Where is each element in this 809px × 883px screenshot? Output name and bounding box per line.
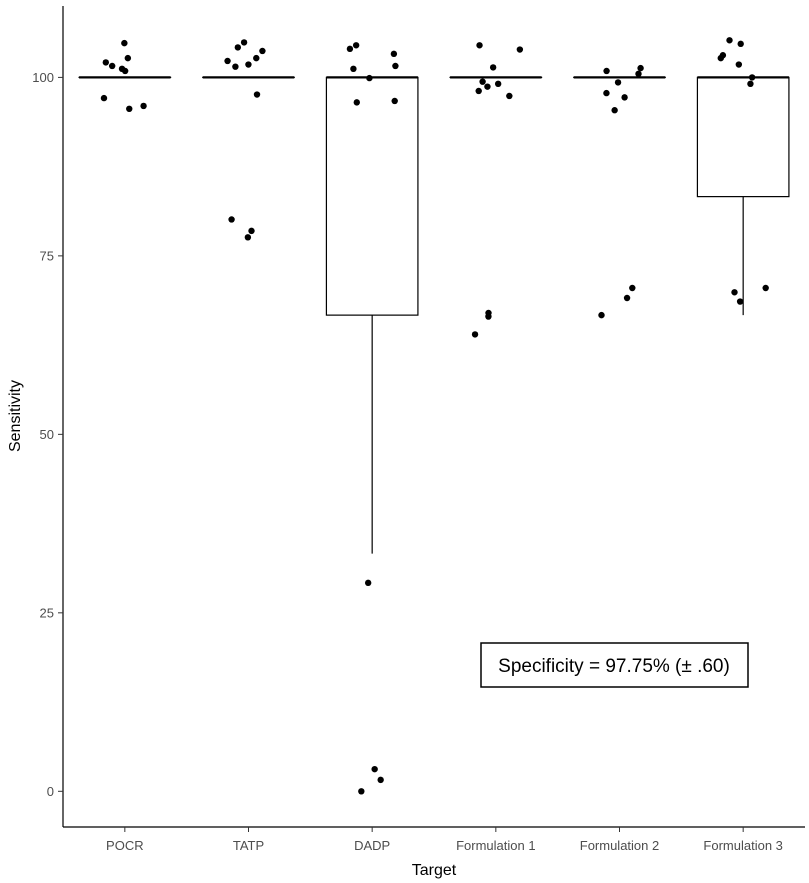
data-point [731,289,738,296]
box-body [325,76,419,316]
data-point [623,294,631,302]
annotation-box: Specificity = 97.75% (± .60) [480,642,749,688]
x-tick-label: Formulation 3 [703,838,782,853]
data-point [259,47,266,55]
plot-area [78,37,790,795]
data-point [736,298,744,305]
data-point [735,61,743,68]
y-tick-label: 50 [40,427,54,442]
annotation-frame [480,642,749,688]
data-point [637,64,644,72]
data-point [748,74,756,81]
data-point [479,78,486,85]
data-point [392,62,399,70]
data-point [737,40,744,48]
tick-marks: 0 25 50 75 100 POCR TATP DADP Formulation 1 Formu… [32,70,783,853]
box-dadp [325,76,419,554]
x-tick-label: Formulation 1 [456,838,535,853]
data-point [614,79,622,86]
data-point [248,227,255,235]
x-tick-label: POCR [106,838,144,853]
y-tick-label: 100 [32,70,54,85]
data-point [726,37,733,44]
data-point [489,64,497,71]
data-point [240,39,248,46]
data-point [371,765,378,773]
data-point [245,61,252,68]
data-point [484,83,491,90]
data-point [234,44,242,51]
data-point [140,102,147,110]
data-point [476,42,483,49]
box-formulation-3 [696,76,790,316]
data-point [506,92,513,100]
data-point [346,45,354,53]
y-axis-title: Sensitivity [7,380,24,452]
data-point [611,107,618,114]
data-point [228,216,235,223]
data-point [126,105,133,113]
data-point [603,89,610,97]
data-point [475,87,482,95]
y-tick-label: 75 [40,248,54,263]
data-point [224,57,231,65]
x-tick-label: TATP [233,838,264,853]
data-point [244,234,252,241]
data-point [603,67,610,75]
data-point [717,54,724,62]
data-point [366,74,373,82]
data-point [364,579,372,587]
data-point [485,313,492,320]
data-point [121,39,128,47]
data-point [253,91,261,98]
axes [62,6,805,828]
data-point [494,80,502,88]
x-tick-label: DADP [354,838,390,853]
data-point [121,67,129,75]
y-tick-label: 0 [47,784,54,799]
x-axis-title: Target [412,862,457,879]
data-point [621,94,628,101]
data-point [377,776,384,784]
x-tick-label: Formulation 2 [580,838,659,853]
data-point [100,94,108,102]
data-point [635,70,642,78]
data-point [108,62,116,70]
data-point [471,331,479,338]
data-point [352,42,360,49]
y-tick-label: 25 [40,605,54,620]
box-body [696,76,790,198]
data-point [747,80,754,88]
data-point [629,284,636,292]
annotation-text: Specificity = 97.75% (± .60) [498,656,730,677]
data-point [358,788,365,795]
data-point [598,311,605,319]
data-point [232,63,239,70]
data-point [762,284,769,292]
data-point [353,99,360,106]
data-point [391,97,398,105]
data-point [516,46,524,53]
data-point [350,65,357,73]
data-point [124,54,132,62]
data-point [390,50,398,58]
data-point [102,59,110,66]
data-point [253,54,260,62]
